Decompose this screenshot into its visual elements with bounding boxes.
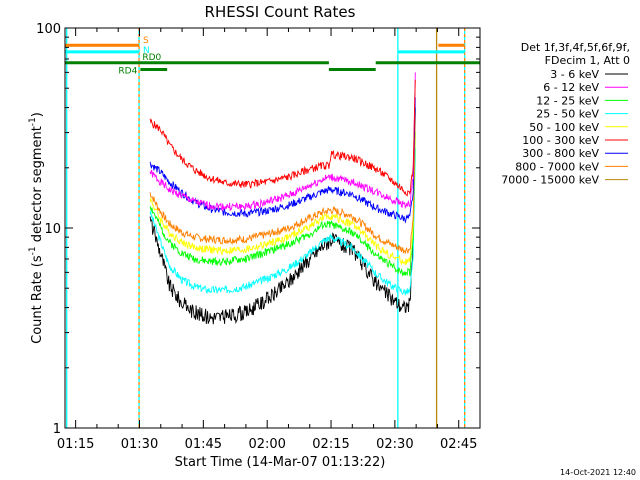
time-marker-lines xyxy=(66,28,466,428)
series-line xyxy=(149,72,416,212)
legend-item-label: 3 - 6 keV xyxy=(550,68,599,81)
legend: Det 1f,3f,4f,5f,6f,9f, FDecim 1, Att 0 3… xyxy=(501,41,630,187)
x-tick-label: 01:30 xyxy=(121,437,158,452)
x-tick-label: 02:15 xyxy=(312,437,349,452)
x-tick-label: 02:00 xyxy=(248,437,285,452)
legend-item-label: 12 - 25 keV xyxy=(536,94,599,107)
flag-label: RD0 xyxy=(142,53,161,63)
flag-label: N xyxy=(143,46,150,56)
series-line xyxy=(149,79,416,197)
legend-item-label: 25 - 50 keV xyxy=(536,108,599,121)
x-tick-label: 02:30 xyxy=(376,437,413,452)
legend-header-line-1: Det 1f,3f,4f,5f,6f,9f, xyxy=(521,41,630,54)
plot-timestamp: 14-Oct-2021 12:40 xyxy=(560,468,636,477)
y-axis-label: Count Rate (s-1 detector segment-1) xyxy=(28,112,45,344)
legend-item-label: 7000 - 15000 keV xyxy=(501,174,599,187)
x-axis-label: Start Time (14-Mar-07 01:13:22) xyxy=(175,455,386,470)
series-line xyxy=(149,97,416,224)
legend-item-label: 100 - 300 keV xyxy=(522,134,599,147)
y-tick-label: 1 xyxy=(53,422,61,437)
plot-frame xyxy=(64,27,481,429)
series-line xyxy=(149,119,416,266)
legend-item-label: 800 - 7000 keV xyxy=(515,160,599,173)
series-line xyxy=(149,132,416,277)
legend-item-label: 6 - 12 keV xyxy=(543,81,599,94)
y-axis-label-sup: -1 xyxy=(28,246,38,255)
y-tick-label: 10 xyxy=(44,222,61,237)
x-tick-label: 01:15 xyxy=(57,437,94,452)
flag-label: RD4 xyxy=(118,67,137,77)
series-line xyxy=(149,107,416,325)
y-axis-label-main: Count Rate (s xyxy=(30,255,45,344)
chart-title: RHESSI Count Rates xyxy=(205,3,356,21)
legend-item-label: 50 - 100 keV xyxy=(529,121,599,134)
x-tick-label: 01:45 xyxy=(185,437,222,452)
data-series xyxy=(149,72,416,325)
y-axis-label-sup2: -1 xyxy=(28,117,38,126)
y-tick-label: 100 xyxy=(36,22,61,37)
series-line xyxy=(149,111,416,254)
y-axis-label-rest: detector segment xyxy=(30,126,45,246)
legend-header-line-2: FDecim 1, Att 0 xyxy=(545,54,630,67)
x-tick-label: 02:45 xyxy=(440,437,477,452)
x-axis-ticks: 01:15 01:30 01:45 02:00 02:15 02:30 02:45 xyxy=(57,28,481,452)
y-axis-label-close: ) xyxy=(30,112,45,117)
legend-item-label: 300 - 800 keV xyxy=(522,147,599,160)
flag-label: S xyxy=(143,36,149,46)
y-axis-ticks: 1 10 100 xyxy=(36,22,480,437)
series-line xyxy=(149,148,416,296)
